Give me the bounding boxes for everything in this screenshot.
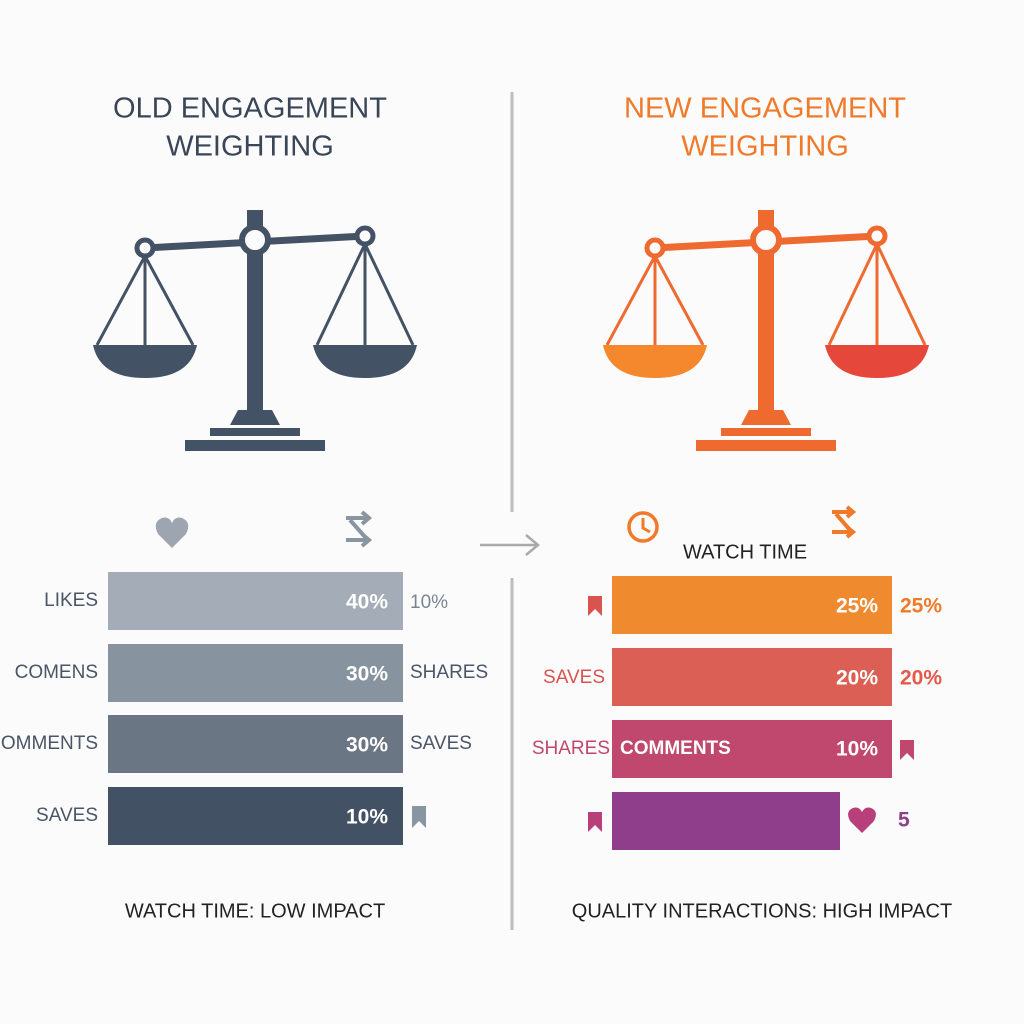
- title: OLD ENGAGEMENT: [113, 93, 387, 125]
- row-value: 10%: [836, 738, 878, 761]
- scale-icon: [93, 210, 417, 451]
- title: NEW ENGAGEMENT: [624, 93, 906, 125]
- side-label: SAVES: [410, 733, 472, 754]
- bookmark-icon: [900, 740, 914, 760]
- title: WEIGHTING: [166, 131, 334, 163]
- bar: [612, 792, 840, 850]
- row-value: 20%: [836, 667, 878, 690]
- row-value: 10%: [346, 806, 388, 829]
- row-value: 30%: [346, 734, 388, 757]
- row-value: 30%: [346, 663, 388, 686]
- inner-label: COMMENTS: [620, 738, 731, 759]
- row-value: 40%: [346, 591, 388, 614]
- header: WATCH TIME: [683, 541, 807, 563]
- side-label: 25%: [900, 595, 942, 618]
- row-label: COMMENTS: [0, 733, 98, 754]
- bar: [108, 644, 403, 702]
- bar: [108, 787, 403, 845]
- share-icon: [832, 505, 857, 539]
- share-icon: [346, 510, 373, 548]
- bar: [612, 720, 892, 778]
- row-label: SAVES: [543, 667, 605, 688]
- heart-icon: [848, 807, 876, 833]
- bar: [108, 572, 403, 630]
- row-label: COMENS: [15, 662, 98, 683]
- clock-icon: [641, 518, 651, 534]
- side-label: SHARES: [410, 662, 488, 683]
- row-value: 25%: [836, 595, 878, 618]
- side-label: 20%: [900, 667, 942, 690]
- row-label: SAVES: [36, 805, 98, 826]
- clock-icon: [627, 511, 659, 543]
- footer: WATCH TIME: LOW IMPACT: [125, 900, 385, 922]
- bar: [612, 576, 892, 634]
- scale-icon: [603, 210, 929, 451]
- heart-icon: [155, 517, 189, 548]
- row-label: LIKES: [44, 590, 98, 611]
- side-label: 5: [898, 809, 910, 832]
- bar: [108, 715, 403, 773]
- title: WEIGHTING: [681, 131, 849, 163]
- row-label: SHARES: [532, 738, 610, 759]
- bookmark-icon: [588, 596, 602, 616]
- bookmark-icon: [588, 812, 602, 832]
- arrow: [480, 534, 540, 556]
- footer: QUALITY INTERACTIONS: HIGH IMPACT: [572, 900, 952, 922]
- bar: [612, 648, 892, 706]
- bookmark-icon: [412, 806, 426, 828]
- side-label: 10%: [410, 592, 448, 613]
